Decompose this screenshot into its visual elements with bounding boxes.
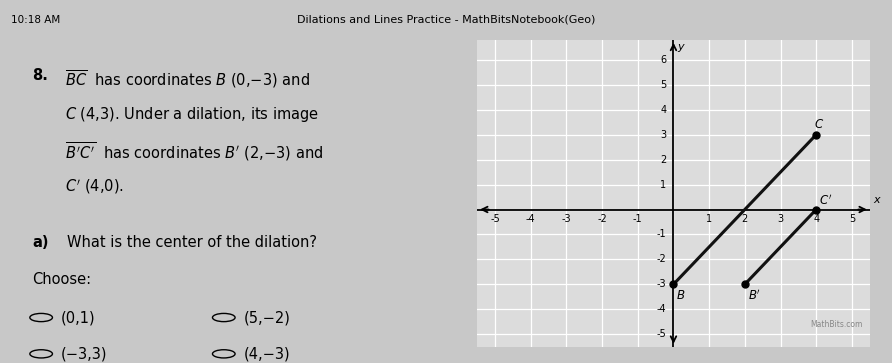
Text: Dilations and Lines Practice - MathBitsNotebook(Geo): Dilations and Lines Practice - MathBitsN…: [297, 15, 595, 25]
Text: 1: 1: [706, 215, 712, 224]
Text: 4: 4: [814, 215, 819, 224]
Text: (5,−2): (5,−2): [244, 310, 291, 325]
Text: 5: 5: [848, 215, 855, 224]
Text: 2: 2: [660, 155, 666, 165]
Text: y: y: [678, 42, 684, 52]
Text: $\overline{B'C'}$  has coordinates $B'$ (2,−3) and: $\overline{B'C'}$ has coordinates $B'$ (…: [65, 141, 324, 163]
Text: -2: -2: [598, 215, 607, 224]
Text: 3: 3: [660, 130, 666, 140]
Text: x: x: [873, 195, 880, 205]
Text: 10:18 AM: 10:18 AM: [11, 15, 60, 25]
Text: -5: -5: [491, 215, 500, 224]
Text: 4: 4: [660, 105, 666, 115]
Text: -3: -3: [657, 279, 666, 289]
Text: -3: -3: [562, 215, 571, 224]
Text: 5: 5: [660, 80, 666, 90]
Text: $B'$: $B'$: [747, 289, 761, 303]
Text: $C'$ (4,0).: $C'$ (4,0).: [65, 177, 125, 196]
Text: $C'$: $C'$: [819, 194, 832, 208]
Text: -4: -4: [526, 215, 535, 224]
Text: $\overline{BC}$  has coordinates $B$ (0,−3) and: $\overline{BC}$ has coordinates $B$ (0,−…: [65, 68, 310, 90]
Text: 8.: 8.: [32, 68, 48, 83]
Text: 6: 6: [660, 55, 666, 65]
Text: -4: -4: [657, 304, 666, 314]
Text: 2: 2: [741, 215, 748, 224]
Text: $C$: $C$: [814, 118, 824, 131]
Text: What is the center of the dilation?: What is the center of the dilation?: [67, 236, 318, 250]
Text: -1: -1: [633, 215, 642, 224]
Text: Choose:: Choose:: [32, 272, 92, 287]
Text: 3: 3: [778, 215, 783, 224]
Text: (4,−3): (4,−3): [244, 346, 291, 361]
Text: $C$ (4,3). Under a dilation, its image: $C$ (4,3). Under a dilation, its image: [65, 105, 319, 124]
Text: (−3,3): (−3,3): [62, 346, 108, 361]
Text: -5: -5: [657, 329, 666, 339]
Text: (0,1): (0,1): [62, 310, 95, 325]
Text: -2: -2: [657, 254, 666, 264]
Text: $B$: $B$: [676, 289, 686, 302]
Text: a): a): [32, 236, 49, 250]
Text: MathBits.com: MathBits.com: [810, 320, 863, 329]
Text: -1: -1: [657, 229, 666, 240]
Text: 1: 1: [660, 180, 666, 189]
